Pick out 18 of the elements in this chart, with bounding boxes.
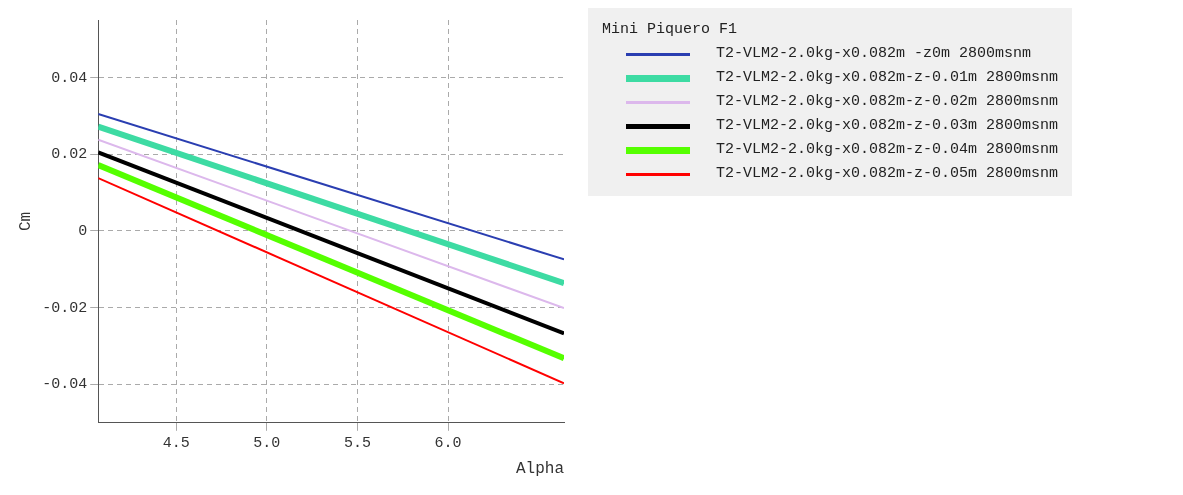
legend-label: T2-VLM2-2.0kg-x0.082m-z-0.05m 2800msnm [716,164,1059,184]
legend-label: T2-VLM2-2.0kg-x0.082m-z-0.02m 2800msnm [716,92,1059,112]
legend-title: Mini Piquero F1 [602,20,739,40]
x-axis-title: Alpha [515,459,565,478]
y-tick-label: -0.02 [42,299,88,317]
x-tick-label: 6.0 [434,434,462,452]
y-tick-label: 0 [78,222,88,240]
legend-label: T2-VLM2-2.0kg-x0.082m-z-0.01m 2800msnm [716,68,1059,88]
y-tick-label: 0.02 [51,146,88,164]
x-tick-label: 4.5 [162,434,190,452]
y-axis-title: Cm [16,211,35,231]
y-tick-label: -0.04 [42,376,88,394]
legend-label: T2-VLM2-2.0kg-x0.082m -z0m 2800msnm [716,44,1032,64]
x-tick-label: 5.5 [343,434,371,452]
legend-label: T2-VLM2-2.0kg-x0.082m-z-0.03m 2800msnm [716,116,1059,136]
y-tick-label: 0.04 [51,69,88,87]
x-tick-label: 5.0 [253,434,281,452]
legend-label: T2-VLM2-2.0kg-x0.082m-z-0.04m 2800msnm [716,140,1059,160]
